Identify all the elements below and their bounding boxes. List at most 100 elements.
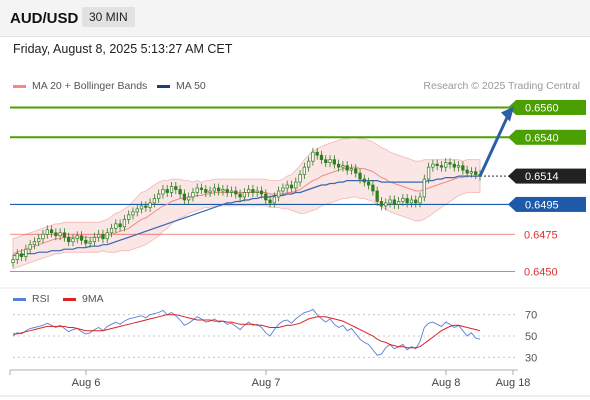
legend-ma50: MA 50 bbox=[157, 80, 206, 92]
candle bbox=[19, 253, 24, 258]
candle bbox=[435, 163, 439, 166]
rsi-tick-70: 70 bbox=[525, 310, 537, 322]
candle bbox=[405, 198, 409, 204]
candle bbox=[375, 190, 379, 202]
candle bbox=[118, 223, 122, 228]
legend-rsi-ma-label: 9MA bbox=[82, 293, 104, 305]
legend-rsi-swatch bbox=[13, 297, 26, 301]
timeframe-button[interactable]: 30 MIN bbox=[82, 7, 135, 27]
candle bbox=[422, 178, 426, 198]
candle bbox=[354, 168, 358, 174]
legend-rsi-ma: 9MA bbox=[63, 293, 104, 305]
candle bbox=[392, 199, 396, 205]
candle bbox=[169, 186, 174, 193]
candle bbox=[319, 154, 324, 161]
candle bbox=[268, 199, 272, 204]
candle bbox=[71, 238, 75, 243]
level-badge-pointer-0.6540 bbox=[508, 129, 516, 145]
candle bbox=[24, 248, 28, 258]
candle bbox=[135, 208, 139, 213]
candle bbox=[182, 193, 187, 201]
candle bbox=[242, 192, 246, 198]
candle bbox=[289, 184, 294, 189]
x-tick-label: Aug 7 bbox=[252, 377, 281, 389]
ma20-line bbox=[12, 166, 480, 255]
x-tick-label: Aug 18 bbox=[496, 377, 531, 389]
level-badge-0.6514 bbox=[516, 168, 586, 184]
candle bbox=[67, 236, 71, 243]
candle bbox=[285, 184, 289, 189]
candle bbox=[122, 219, 127, 228]
candle bbox=[345, 165, 349, 171]
candle bbox=[221, 189, 225, 192]
rsi-line bbox=[12, 308, 481, 356]
symbol-title: AUD/USD bbox=[10, 10, 79, 27]
candle bbox=[302, 166, 306, 175]
candle bbox=[49, 229, 54, 234]
candle bbox=[384, 202, 388, 207]
candle bbox=[37, 238, 41, 243]
forecast-arrow bbox=[478, 114, 510, 177]
candle bbox=[452, 163, 456, 168]
candle bbox=[465, 169, 469, 174]
candle bbox=[127, 214, 131, 220]
level-label-0.6475: 0.6475 bbox=[524, 229, 558, 241]
candle bbox=[84, 239, 88, 244]
candle bbox=[28, 244, 32, 250]
candle bbox=[32, 241, 37, 246]
candle bbox=[371, 184, 375, 192]
candle bbox=[306, 160, 311, 168]
candle bbox=[101, 233, 105, 240]
candle bbox=[41, 233, 45, 240]
legend-ma50-label: MA 50 bbox=[176, 80, 206, 92]
rsi-tick-50: 50 bbox=[525, 331, 537, 343]
candle bbox=[401, 198, 405, 202]
candle bbox=[259, 190, 264, 195]
x-tick-label: Aug 8 bbox=[432, 377, 461, 389]
candle bbox=[349, 168, 354, 171]
credit-label: Research © 2025 Trading Central bbox=[423, 80, 580, 92]
candle bbox=[328, 159, 332, 164]
candle bbox=[131, 211, 135, 216]
candle bbox=[414, 199, 418, 204]
candle bbox=[366, 181, 371, 186]
candle bbox=[461, 165, 465, 171]
candle bbox=[217, 187, 221, 192]
candle bbox=[426, 166, 431, 180]
candle bbox=[114, 223, 118, 229]
header-bar: AUD/USD 30 MIN bbox=[0, 0, 590, 37]
candle bbox=[92, 236, 97, 243]
candle bbox=[431, 163, 435, 168]
candle bbox=[264, 193, 268, 201]
candle bbox=[199, 187, 204, 190]
level-badge-pointer-0.6495 bbox=[508, 196, 516, 212]
x-tick-label: Aug 6 bbox=[72, 377, 101, 389]
candle bbox=[174, 186, 178, 190]
candle bbox=[362, 178, 366, 183]
candle bbox=[444, 162, 448, 168]
rsi-tick-30: 30 bbox=[525, 352, 537, 364]
candle bbox=[45, 229, 49, 235]
candle bbox=[208, 190, 212, 193]
candle bbox=[469, 171, 474, 174]
candle bbox=[15, 253, 19, 260]
forecast-arrowhead bbox=[501, 106, 514, 122]
candle bbox=[229, 190, 234, 193]
candle bbox=[358, 172, 362, 180]
candle bbox=[75, 235, 79, 240]
candle bbox=[281, 187, 285, 192]
candle bbox=[195, 187, 199, 193]
candle bbox=[187, 196, 191, 201]
candle bbox=[298, 174, 302, 183]
legend-bb-swatch bbox=[13, 84, 26, 88]
candle bbox=[272, 196, 276, 204]
candle bbox=[109, 227, 114, 234]
candle bbox=[11, 259, 15, 263]
candle bbox=[251, 189, 255, 193]
candle bbox=[276, 190, 281, 198]
legend-bb-label: MA 20 + Bollinger Bands bbox=[32, 80, 148, 92]
candle bbox=[409, 199, 414, 204]
legend-bb: MA 20 + Bollinger Bands bbox=[13, 80, 147, 92]
candle bbox=[324, 159, 328, 164]
